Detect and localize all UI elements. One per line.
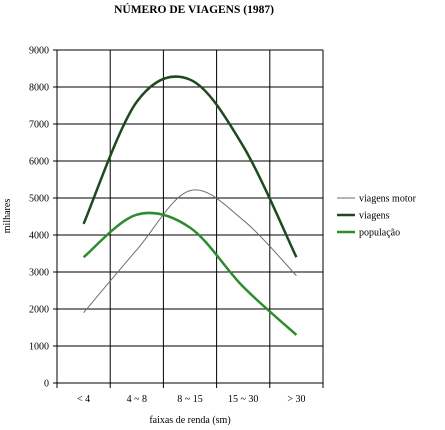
series-line [82,75,298,258]
series-line [82,211,298,336]
x-tick-label: < 4 [77,394,90,405]
y-tick-label: 7000 [29,120,49,131]
grid [53,49,324,388]
y-tick-label: 5000 [29,194,49,205]
x-tick-label: 8 ~ 15 [177,394,202,405]
legend: viagens motor viagens população [337,194,417,239]
x-axis-label: faixas de renda (sm) [149,415,230,426]
y-tick-label: 4000 [29,231,49,242]
y-tick-label: 3000 [29,268,49,279]
legend-label: viagens [359,211,390,222]
x-tick-label: > 30 [287,394,305,405]
series-line [83,189,297,314]
y-tick-label: 0 [44,379,49,390]
y-axis-label: milhares [2,199,13,234]
y-tick-label: 1000 [29,342,49,353]
y-tick-label: 2000 [29,305,49,316]
y-tick-labels: 0 1000 2000 3000 4000 5000 6000 7000 8000 9000 [29,46,49,390]
y-tick-label: 9000 [29,46,49,57]
x-tick-labels: < 4 4 ~ 8 8 ~ 15 15 ~ 30 > 30 [77,394,305,405]
x-tick-label: 4 ~ 8 [127,394,147,405]
legend-label: população [359,228,400,239]
legend-label: viagens motor [359,194,417,205]
chart-title: NÚMERO DE VIAGENS (1987) [114,2,274,16]
x-tick-label: 15 ~ 30 [228,394,258,405]
series-lines [82,75,298,336]
y-tick-label: 6000 [29,157,49,168]
y-tick-label: 8000 [29,83,49,94]
